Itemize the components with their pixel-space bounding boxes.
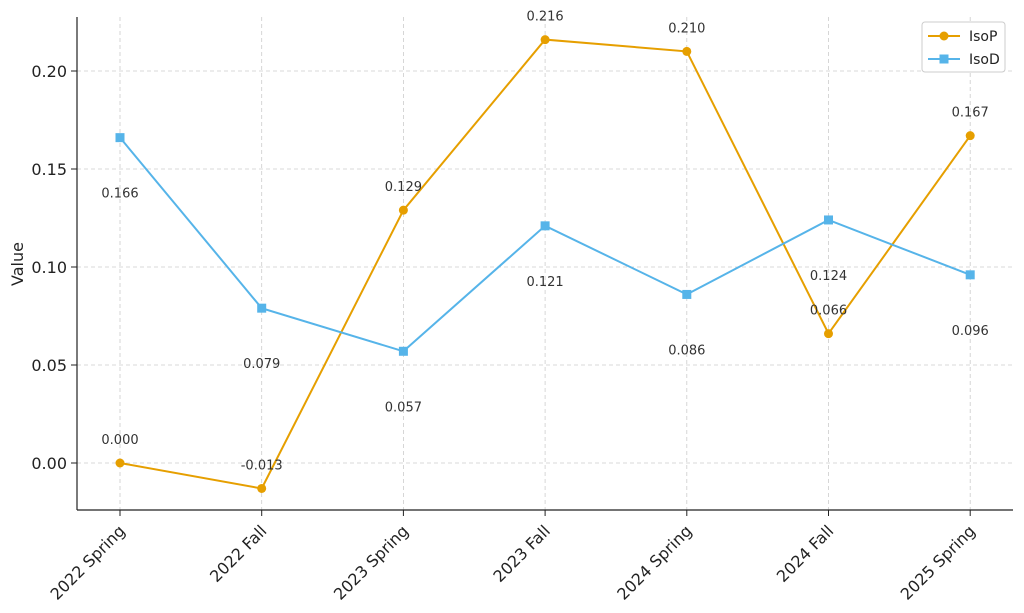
- data-label-isop: 0.000: [101, 433, 138, 448]
- data-label-isop: 0.167: [952, 106, 989, 121]
- data-label-isod: 0.166: [101, 187, 138, 202]
- data-point-isod: [257, 303, 267, 313]
- data-point-isod: [115, 133, 125, 143]
- data-label-isop: 0.210: [668, 21, 705, 36]
- data-label-isop: 0.216: [526, 10, 563, 25]
- legend: IsoP IsoD: [921, 21, 1006, 73]
- data-label-isod: 0.086: [668, 343, 705, 358]
- series-group: [115, 35, 975, 493]
- x-tick-label: 2024 Spring: [613, 521, 695, 603]
- data-labels: 0.000 -0.013 0.129 0.216 0.210 0.066 0.167 0.16…: [101, 10, 988, 474]
- data-point-isop: [965, 131, 975, 141]
- legend-label-isod: IsoD: [969, 52, 1000, 68]
- data-point-isop: [682, 46, 692, 56]
- legend-marker-square: [939, 54, 949, 64]
- x-tick-label: 2024 Fall: [773, 521, 838, 586]
- data-label-isod: 0.121: [526, 275, 563, 290]
- data-point-isop: [115, 458, 125, 468]
- data-point-isod: [540, 221, 550, 231]
- data-point-isop: [398, 205, 408, 215]
- data-point-isop: [257, 483, 267, 493]
- y-axis-title: Value: [8, 242, 27, 286]
- x-axis-ticks: 2022 Spring 2022 Fall 2023 Spring 2023 Fall…: [46, 510, 979, 604]
- data-label-isod: 0.057: [385, 400, 422, 415]
- data-point-isop: [824, 329, 833, 339]
- y-axis-ticks: 0.00 0.05 0.10 0.15 0.20: [31, 62, 77, 473]
- x-tick-label: 2025 Spring: [897, 521, 979, 603]
- data-point-isod: [824, 215, 833, 225]
- x-tick-label: 2022 Spring: [46, 521, 128, 603]
- x-tick-label: 2023 Fall: [489, 521, 554, 586]
- y-tick-label: 0.15: [31, 160, 67, 179]
- legend-label-isop: IsoP: [969, 29, 997, 45]
- data-label-isod: 0.124: [810, 269, 847, 284]
- data-label-isop: 0.129: [385, 180, 422, 195]
- y-tick-label: 0.00: [31, 454, 67, 473]
- data-point-isop: [540, 35, 550, 45]
- x-tick-label: 2022 Fall: [206, 521, 271, 586]
- data-point-isod: [682, 289, 692, 299]
- data-label-isod: 0.096: [952, 324, 989, 339]
- x-tick-label: 2023 Spring: [330, 521, 412, 603]
- grid: [77, 17, 1013, 510]
- y-tick-label: 0.05: [31, 356, 67, 375]
- data-label-isod: 0.079: [243, 357, 280, 372]
- data-label-isop: -0.013: [241, 458, 283, 473]
- y-tick-label: 0.10: [31, 258, 67, 277]
- data-label-isop: 0.066: [810, 304, 847, 319]
- data-point-isod: [398, 346, 408, 356]
- y-tick-label: 0.20: [31, 62, 67, 81]
- legend-marker-circle: [939, 31, 949, 41]
- data-point-isod: [965, 270, 975, 280]
